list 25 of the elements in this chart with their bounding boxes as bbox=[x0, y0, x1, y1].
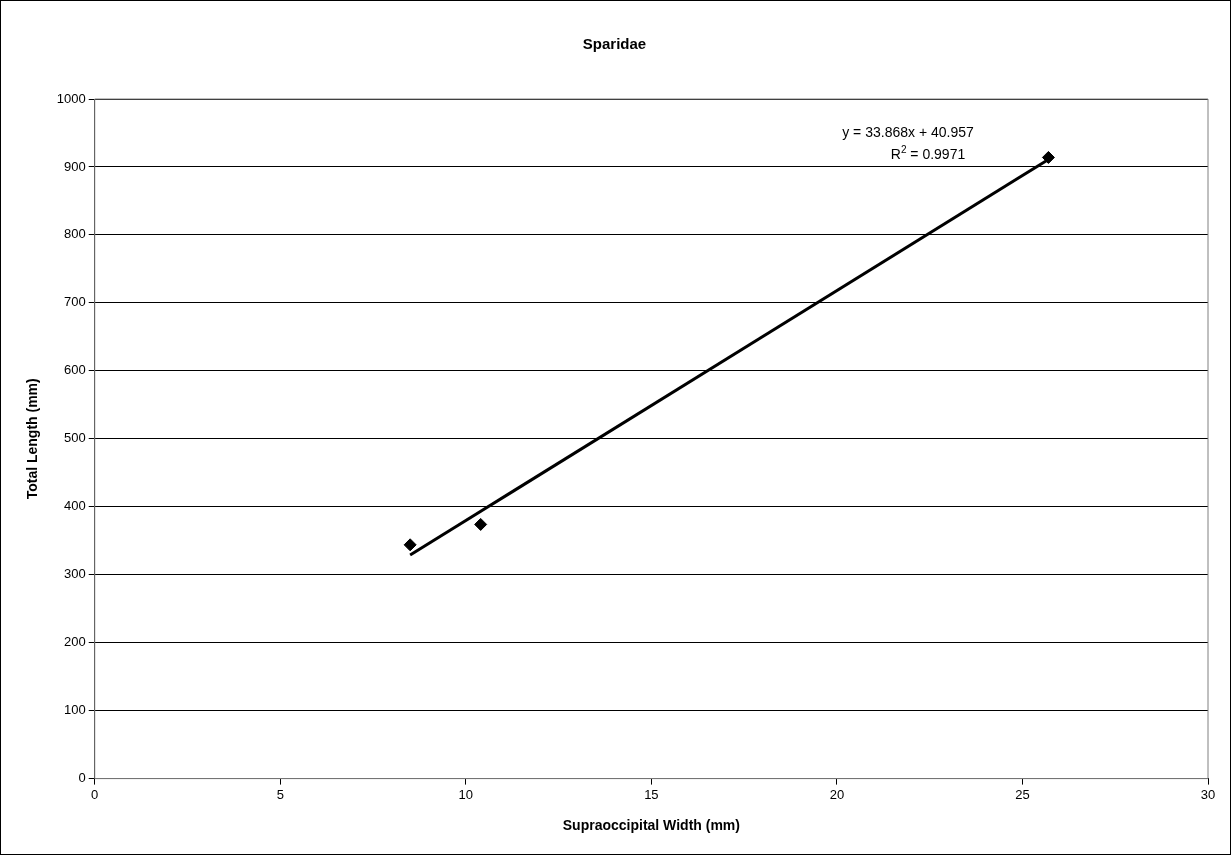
y-tick-label: 300 bbox=[64, 566, 86, 582]
x-tick-label: 20 bbox=[829, 786, 845, 802]
point bbox=[1041, 150, 1055, 164]
x-tick-label: 0 bbox=[91, 786, 99, 802]
x-axis-title: Supraoccipital Width (mm) bbox=[562, 817, 740, 834]
x-tick-label: 15 bbox=[644, 786, 659, 802]
annotation: y = 33.868x + 40.957 bbox=[842, 124, 974, 140]
y-tick-label: 1000 bbox=[56, 90, 86, 106]
y-tick-label: 100 bbox=[64, 702, 86, 718]
x-tick-label: 30 bbox=[1200, 786, 1216, 802]
y-tick-label: 600 bbox=[64, 362, 86, 378]
y-tick-label: 800 bbox=[64, 226, 86, 242]
y-axis-title: Total Length (mm) bbox=[24, 378, 41, 500]
y-tick-label: 500 bbox=[64, 430, 86, 446]
point bbox=[474, 517, 488, 531]
point bbox=[403, 538, 417, 552]
y-tick-label: 200 bbox=[64, 634, 86, 650]
x-tick-label: 25 bbox=[1015, 786, 1030, 802]
y-tick-label: 0 bbox=[78, 770, 86, 786]
y-tick-label: 700 bbox=[64, 294, 86, 310]
y-tick-label: 400 bbox=[64, 498, 86, 514]
chart-title: Sparidae bbox=[582, 35, 647, 53]
x-tick-label: 10 bbox=[458, 786, 474, 802]
x-tick-label: 5 bbox=[276, 786, 284, 802]
y-tick-label: 900 bbox=[64, 158, 86, 174]
